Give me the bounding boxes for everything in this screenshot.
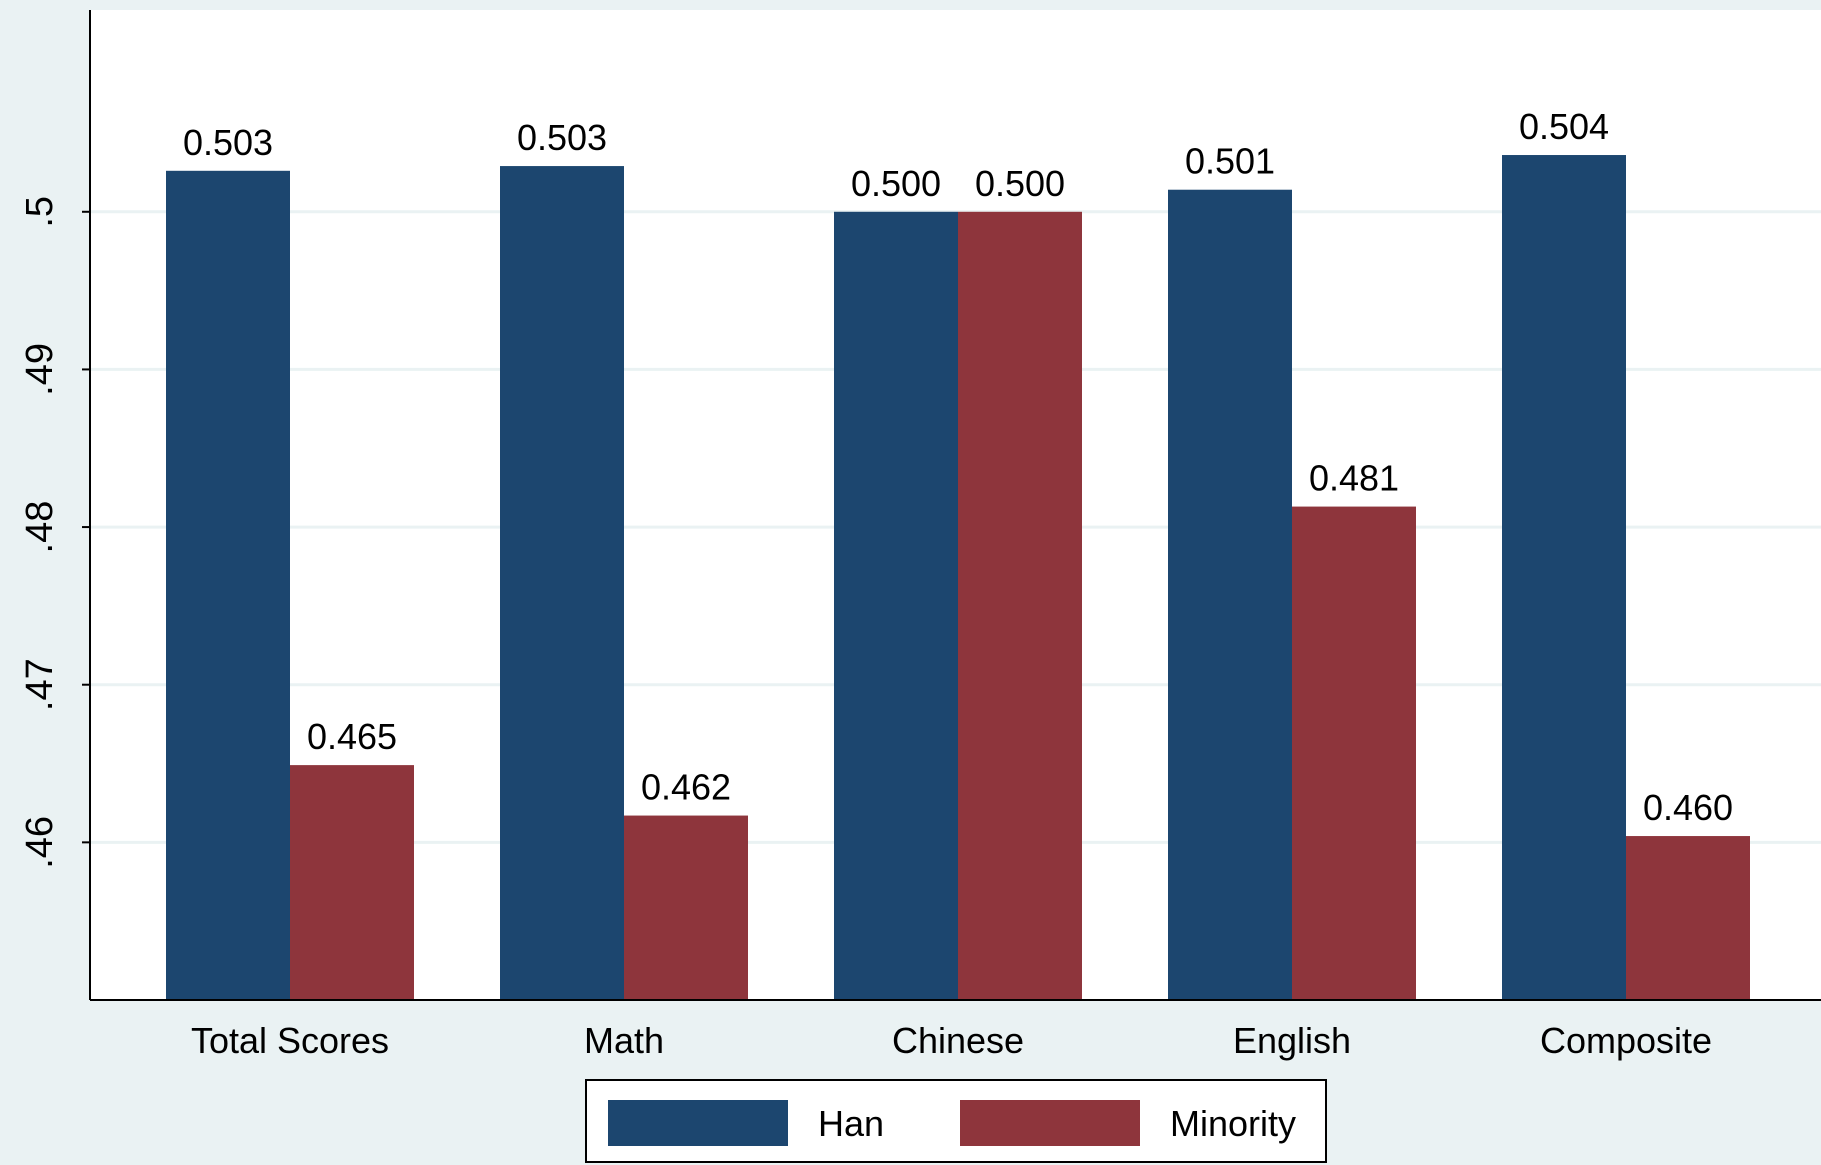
legend: Han Minority (585, 1079, 1327, 1163)
legend-swatch-minority (960, 1100, 1140, 1146)
y-tick-label: .49 (19, 343, 61, 396)
data-label: 0.481 (1309, 458, 1399, 499)
axes (89, 10, 1821, 1001)
data-label: 0.500 (975, 163, 1065, 204)
data-label: 0.504 (1519, 106, 1609, 147)
legend-swatch-han (608, 1100, 788, 1146)
data-label: 0.503 (183, 122, 273, 163)
bar-han-total-scores (166, 170, 290, 1001)
data-label: 0.460 (1643, 787, 1733, 828)
bar-han-math (500, 166, 624, 1000)
bar-minority-english (1292, 506, 1416, 1000)
data-label: 0.501 (1185, 141, 1275, 182)
x-category-label: Chinese (892, 1020, 1024, 1061)
bar-minority-total-scores (290, 765, 414, 1000)
data-label: 0.500 (851, 163, 941, 204)
bars (166, 155, 1750, 1001)
bar-han-composite (1502, 155, 1626, 1000)
x-category-label: Math (584, 1020, 664, 1061)
legend-label-minority: Minority (1170, 1103, 1296, 1144)
x-axis-category-labels: Total Scores Math Chinese English Composite (191, 1020, 1712, 1061)
y-tick-label: .48 (19, 501, 61, 554)
bar-minority-composite (1626, 836, 1750, 1000)
y-tick-label: .5 (19, 196, 61, 228)
x-category-label: English (1233, 1020, 1351, 1061)
bar-han-english (1168, 189, 1292, 1000)
y-tick-label: .47 (19, 658, 61, 711)
legend-label-han: Han (818, 1103, 884, 1144)
data-labels: 0.503 0.465 0.503 0.462 0.500 0.500 0.501 0.481… (183, 106, 1733, 828)
data-label: 0.465 (307, 716, 397, 757)
data-label: 0.462 (641, 767, 731, 808)
x-category-label: Composite (1540, 1020, 1712, 1061)
y-tick-label: .46 (19, 816, 61, 869)
y-axis-tick-labels: .46 .47 .48 .49 .5 (19, 196, 90, 869)
data-label: 0.503 (517, 117, 607, 158)
bar-han-chinese (834, 211, 958, 1000)
x-category-label: Total Scores (191, 1020, 389, 1061)
bar-minority-chinese (958, 211, 1082, 1000)
bar-minority-math (624, 815, 748, 1000)
